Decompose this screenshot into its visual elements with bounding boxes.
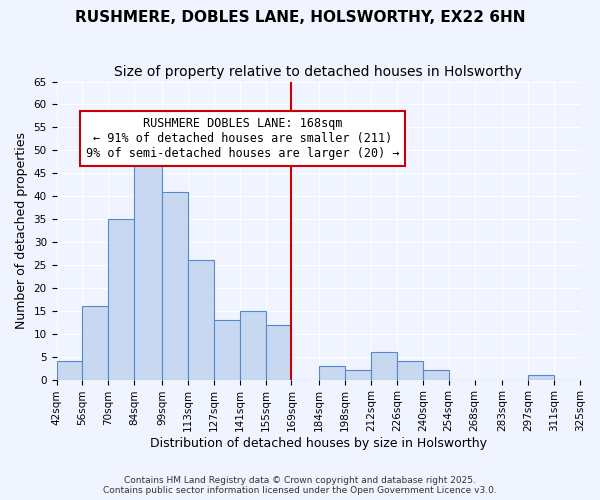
Bar [239,311,266,380]
Bar [528,375,554,380]
Title: Size of property relative to detached houses in Holsworthy: Size of property relative to detached ho… [114,65,522,79]
Y-axis label: Number of detached properties: Number of detached properties [15,132,28,329]
Bar [134,136,162,380]
Bar [188,260,214,380]
Text: RUSHMERE, DOBLES LANE, HOLSWORTHY, EX22 6HN: RUSHMERE, DOBLES LANE, HOLSWORTHY, EX22 … [75,10,525,25]
Bar [371,352,397,380]
Bar [162,192,188,380]
Bar [345,370,371,380]
Bar [423,370,449,380]
Text: Contains HM Land Registry data © Crown copyright and database right 2025.
Contai: Contains HM Land Registry data © Crown c… [103,476,497,495]
Bar [397,362,423,380]
Bar [56,362,82,380]
Bar [266,324,292,380]
Bar [319,366,345,380]
Bar [109,219,134,380]
Text: RUSHMERE DOBLES LANE: 168sqm
← 91% of detached houses are smaller (211)
9% of se: RUSHMERE DOBLES LANE: 168sqm ← 91% of de… [86,118,399,160]
X-axis label: Distribution of detached houses by size in Holsworthy: Distribution of detached houses by size … [150,437,487,450]
Bar [214,320,239,380]
Bar [82,306,109,380]
